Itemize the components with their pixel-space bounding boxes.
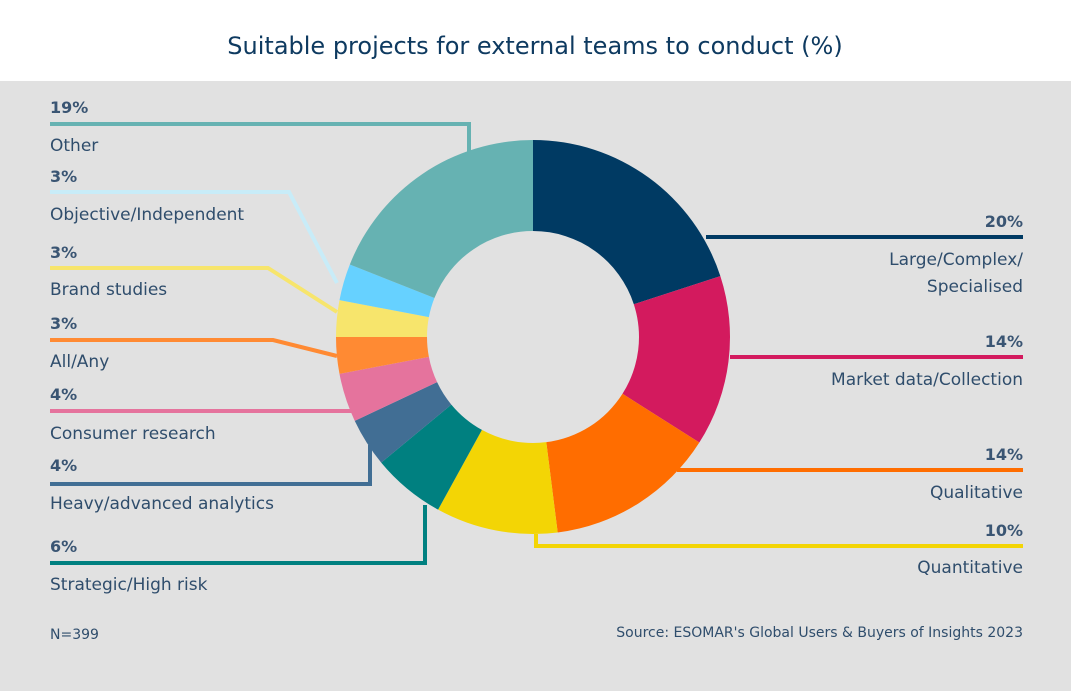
- category-label-large-2: Specialised: [927, 277, 1023, 297]
- category-label-strategic: Strategic/High risk: [50, 575, 208, 595]
- category-label-consumer: Consumer research: [50, 424, 216, 444]
- slices: [336, 140, 730, 534]
- category-label-large-1: Large/Complex/: [889, 250, 1023, 270]
- category-label-qualitative: Qualitative: [930, 483, 1023, 503]
- slice-objective-independent: [339, 264, 435, 318]
- value-label-allany: 3%: [50, 314, 77, 333]
- value-label-other: 19%: [50, 98, 88, 117]
- slice-market-data-collection: [622, 276, 730, 443]
- source-note: Source: ESOMAR's Global Users & Buyers o…: [616, 625, 1023, 641]
- sample-size-note: N=399: [50, 627, 99, 643]
- value-label-objective: 3%: [50, 167, 77, 186]
- slice-all-any: [336, 337, 429, 374]
- leader-line-allany: [50, 338, 338, 358]
- category-label-brand: Brand studies: [50, 280, 167, 300]
- value-label-brand: 3%: [50, 243, 77, 262]
- slice-qualitative: [546, 393, 700, 533]
- value-label-heavy: 4%: [50, 456, 77, 475]
- slice-other: [349, 140, 533, 298]
- value-label-market: 14%: [985, 332, 1023, 351]
- leader-line-heavy: [50, 445, 372, 486]
- slice-large-complex-specialised: [533, 140, 721, 305]
- title-area: [0, 0, 1071, 81]
- value-label-strategic: 6%: [50, 537, 77, 556]
- category-label-quantitative: Quantitative: [917, 558, 1023, 578]
- leader-line-quantitative: [534, 534, 1023, 548]
- category-label-heavy: Heavy/advanced analytics: [50, 494, 274, 514]
- category-label-allany: All/Any: [50, 352, 109, 372]
- slice-brand-studies: [336, 300, 429, 337]
- leader-line-objective: [50, 190, 339, 284]
- value-label-qualitative: 14%: [985, 445, 1023, 464]
- value-label-consumer: 4%: [50, 385, 77, 404]
- leader-line-other: [50, 122, 471, 152]
- category-label-market: Market data/Collection: [831, 370, 1023, 390]
- slice-heavy-advanced-analytics: [354, 382, 452, 463]
- value-label-large: 20%: [985, 212, 1023, 231]
- slice-consumer-research: [339, 356, 438, 421]
- chart-title: Suitable projects for external teams to …: [227, 32, 842, 60]
- slice-quantitative: [438, 429, 558, 534]
- category-label-other: Other: [50, 136, 98, 156]
- leader-line-strategic: [50, 505, 427, 565]
- slice-strategic-high-risk: [381, 404, 482, 510]
- value-label-quantitative: 10%: [985, 521, 1023, 540]
- leader-line-brand: [50, 266, 339, 314]
- category-label-objective: Objective/Independent: [50, 205, 244, 225]
